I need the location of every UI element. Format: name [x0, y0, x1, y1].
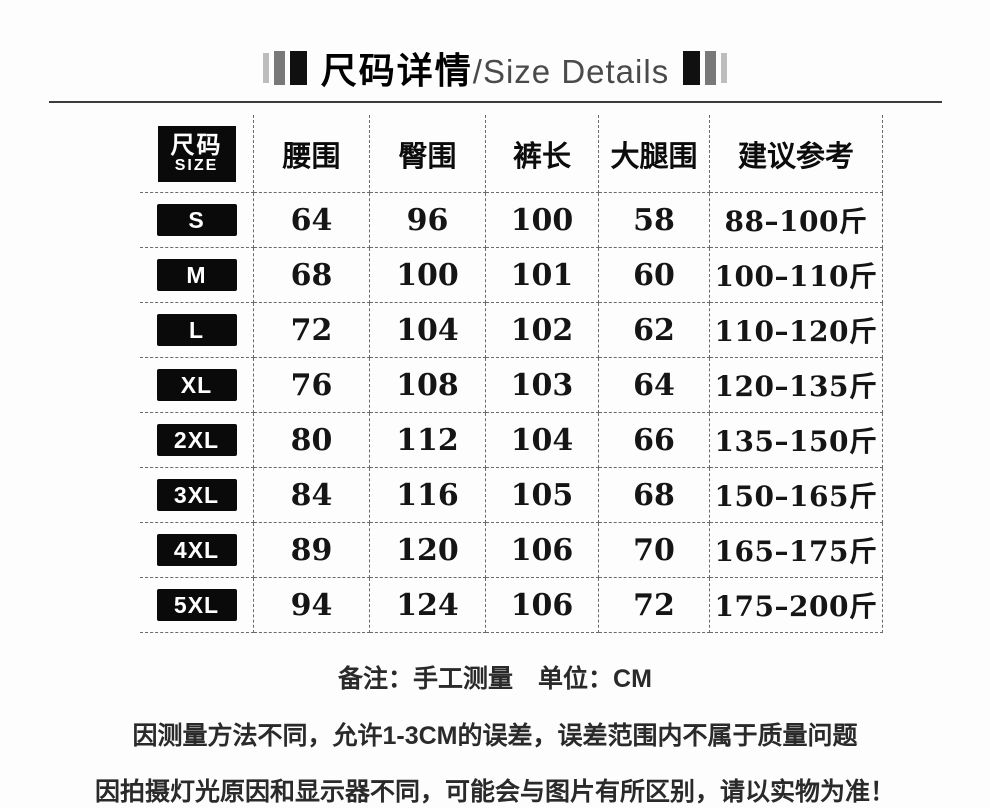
cell-thigh: 68	[598, 467, 710, 523]
note-display: 因拍摄灯光原因和显示器不同，可能会与图片有所区别，请以实物为准！	[94, 778, 895, 806]
note-tolerance: 因测量方法不同，允许1-3CM的误差，误差范围内不属于质量问题	[132, 722, 858, 750]
cell-pants_length: 106	[485, 577, 599, 633]
bars-right-icon	[683, 51, 728, 85]
cell-waist: 80	[253, 412, 370, 468]
size-label-cell: 4XL	[140, 522, 254, 578]
cell-thigh: 60	[598, 247, 710, 303]
column-header-hip: 臀围	[369, 115, 486, 193]
size-badge: S	[156, 204, 237, 236]
cell-weight_range: 110–120斤	[709, 302, 883, 358]
size-row-M: M 68 100 101 60 100–110斤	[140, 247, 883, 303]
size-badge: 5XL	[156, 589, 237, 621]
column-header-waist: 腰围	[253, 115, 370, 193]
size-row-S: S 64 96 100 58 88–100斤	[140, 192, 883, 248]
column-header-pants_length: 裤长	[485, 115, 599, 193]
size-label-cell: M	[140, 247, 254, 303]
cell-waist: 94	[253, 577, 370, 633]
size-badge: L	[156, 314, 237, 346]
size-label-cell: XL	[140, 357, 254, 413]
cell-waist: 64	[253, 192, 370, 248]
cell-waist: 76	[253, 357, 370, 413]
cell-waist: 84	[253, 467, 370, 523]
cell-thigh: 66	[598, 412, 710, 468]
title-english: /Size Details	[472, 53, 670, 90]
cell-hip: 108	[369, 357, 486, 413]
cell-weight_range: 100–110斤	[709, 247, 883, 303]
size-table: 尺码 SIZE 腰围 臀围 裤长 大腿围 建议参考 S 64 96 100 58 88–100斤 M…	[140, 115, 883, 633]
bars-left-icon	[262, 51, 307, 85]
title-chinese: 尺码详情	[320, 50, 473, 91]
cell-hip: 116	[369, 467, 486, 523]
size-label-cell: L	[140, 302, 254, 358]
cell-pants_length: 101	[485, 247, 599, 303]
bar-dark-icon	[683, 51, 701, 85]
cell-hip: 104	[369, 302, 486, 358]
cell-weight_range: 165–175斤	[709, 522, 883, 578]
bar-light-icon	[721, 53, 728, 83]
cell-pants_length: 102	[485, 302, 599, 358]
size-header-en: SIZE	[174, 156, 219, 174]
cell-waist: 72	[253, 302, 370, 358]
cell-weight_range: 150–165斤	[709, 467, 883, 523]
page-title: 尺码详情 /Size Details	[0, 0, 990, 94]
cell-weight_range: 120–135斤	[709, 357, 883, 413]
bar-light-icon	[262, 53, 269, 83]
title-text: 尺码详情 /Size Details	[321, 42, 669, 94]
cell-pants_length: 103	[485, 357, 599, 413]
cell-weight_range: 175–200斤	[709, 577, 883, 633]
size-row-2XL: 2XL 80 112 104 66 135–150斤	[140, 412, 883, 468]
cell-pants_length: 104	[485, 412, 599, 468]
cell-thigh: 70	[598, 522, 710, 578]
size-badge: 4XL	[156, 534, 237, 566]
size-header-badge: 尺码 SIZE	[157, 125, 236, 182]
cell-pants_length: 100	[485, 192, 599, 248]
bar-mid-icon	[705, 51, 717, 85]
size-row-5XL: 5XL 94 124 106 72 175–200斤	[140, 577, 883, 633]
size-badge: 2XL	[156, 424, 237, 456]
column-header-weight_range: 建议参考	[709, 115, 883, 193]
bar-dark-icon	[289, 51, 307, 85]
cell-thigh: 58	[598, 192, 710, 248]
title-divider	[48, 101, 942, 103]
size-row-L: L 72 104 102 62 110–120斤	[140, 302, 883, 358]
column-header-thigh: 大腿围	[598, 115, 710, 193]
cell-hip: 124	[369, 577, 486, 633]
cell-hip: 120	[369, 522, 486, 578]
cell-waist: 68	[253, 247, 370, 303]
size-label-cell: 3XL	[140, 467, 254, 523]
cell-hip: 112	[369, 412, 486, 468]
cell-waist: 89	[253, 522, 370, 578]
cell-weight_range: 135–150斤	[709, 412, 883, 468]
cell-pants_length: 106	[485, 522, 599, 578]
size-row-3XL: 3XL 84 116 105 68 150–165斤	[140, 467, 883, 523]
cell-thigh: 62	[598, 302, 710, 358]
bar-mid-icon	[273, 51, 285, 85]
cell-weight_range: 88–100斤	[709, 192, 883, 248]
cell-hip: 100	[369, 247, 486, 303]
size-table-head: 尺码 SIZE 腰围 臀围 裤长 大腿围 建议参考	[140, 115, 883, 193]
size-header-cn: 尺码	[170, 131, 223, 159]
note-measure: 备注：手工测量 单位：CM	[338, 665, 652, 693]
cell-thigh: 72	[598, 577, 710, 633]
size-header-cell: 尺码 SIZE	[140, 115, 254, 193]
size-label-cell: 2XL	[140, 412, 254, 468]
size-label-cell: S	[140, 192, 254, 248]
size-badge: M	[156, 259, 237, 291]
size-badge: 3XL	[156, 479, 237, 511]
size-row-4XL: 4XL 89 120 106 70 165–175斤	[140, 522, 883, 578]
size-label-cell: 5XL	[140, 577, 254, 633]
cell-thigh: 64	[598, 357, 710, 413]
cell-pants_length: 105	[485, 467, 599, 523]
size-table-header-row: 尺码 SIZE 腰围 臀围 裤长 大腿围 建议参考	[140, 115, 883, 193]
size-table-body: S 64 96 100 58 88–100斤 M 68 100 101 60 100–110斤 L 72 1…	[140, 192, 883, 633]
size-badge: XL	[156, 369, 237, 401]
cell-hip: 96	[369, 192, 486, 248]
size-row-XL: XL 76 108 103 64 120–135斤	[140, 357, 883, 413]
